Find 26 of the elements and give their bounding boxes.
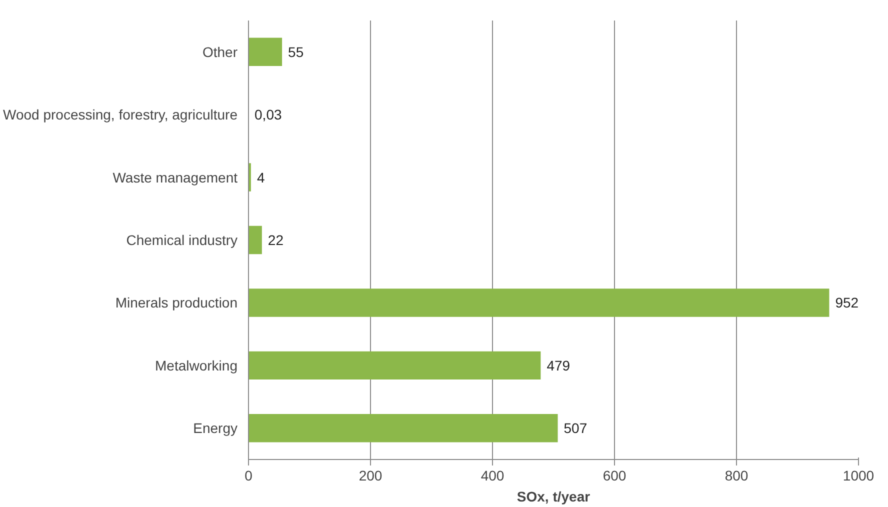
data-label: 22 <box>268 232 284 248</box>
x-tick-label: 400 <box>480 468 504 484</box>
data-label: 0,03 <box>254 106 282 123</box>
bar <box>248 38 282 66</box>
y-tick-label: Energy <box>193 420 238 436</box>
x-tick-label: 600 <box>602 468 626 484</box>
data-label: 55 <box>288 44 304 60</box>
bar <box>248 226 262 254</box>
x-tick-label: 1000 <box>842 468 874 484</box>
data-label: 479 <box>546 357 570 374</box>
x-axis-title: SOx, t/year <box>516 488 591 504</box>
y-tick-label: Waste management <box>112 169 238 186</box>
y-tick-label: Wood processing, forestry, agriculture <box>3 106 238 123</box>
bar <box>248 288 830 317</box>
x-tick-label: 800 <box>724 468 748 484</box>
y-tick-label: Other <box>202 44 238 60</box>
y-tick-label: Metalworking <box>155 357 238 374</box>
x-tick-label: 200 <box>358 468 382 484</box>
bar <box>248 414 558 442</box>
y-tick-label: Chemical industry <box>126 232 238 248</box>
data-label: 952 <box>835 294 859 311</box>
y-tick-label: Minerals production <box>115 294 238 311</box>
x-tick-label: 0 <box>244 468 253 484</box>
data-label: 507 <box>564 420 588 436</box>
bar <box>248 351 541 380</box>
data-label: 4 <box>256 169 265 186</box>
